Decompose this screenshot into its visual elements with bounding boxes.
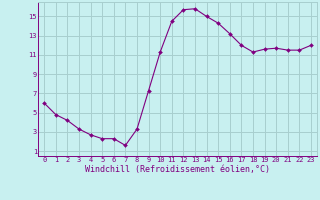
X-axis label: Windchill (Refroidissement éolien,°C): Windchill (Refroidissement éolien,°C) [85,165,270,174]
